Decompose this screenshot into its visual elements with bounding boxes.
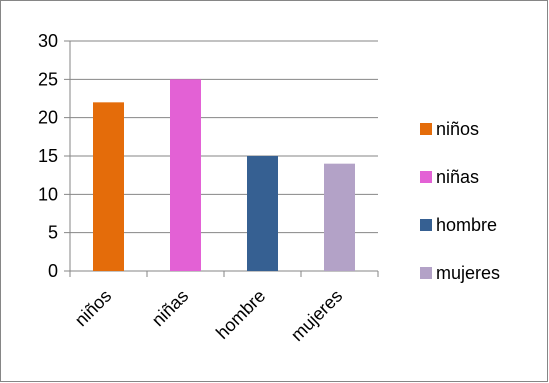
legend-swatch-2 [420, 219, 432, 231]
legend-label-3: mujeres [436, 263, 500, 283]
y-tick-label-15: 15 [38, 146, 58, 166]
legend-label-1: niñas [436, 167, 479, 187]
bar-3 [324, 163, 355, 271]
bar-0 [93, 102, 124, 271]
x-category-label-3: mujeres [287, 286, 346, 345]
y-tick-label-0: 0 [48, 261, 58, 281]
legend-swatch-0 [420, 123, 432, 135]
legend-swatch-3 [420, 267, 432, 279]
y-tick-label-30: 30 [38, 31, 58, 51]
y-tick-label-20: 20 [38, 108, 58, 128]
y-tick-label-5: 5 [48, 223, 58, 243]
legend-label-0: niños [436, 119, 479, 139]
x-axis-labels: niños niñas hombre mujeres [71, 286, 347, 345]
bar-1 [170, 79, 201, 271]
y-tick-label-25: 25 [38, 69, 58, 89]
legend-label-2: hombre [436, 215, 497, 235]
y-tick-label-10: 10 [38, 184, 58, 204]
x-category-label-0: niños [71, 286, 116, 331]
x-category-label-1: niñas [148, 286, 193, 331]
legend-swatch-1 [420, 171, 432, 183]
legend: niños niñas hombre mujeres [420, 119, 500, 283]
y-axis: 0 5 10 15 20 25 30 [38, 31, 379, 281]
bar-2 [247, 156, 278, 271]
bars [93, 79, 355, 271]
x-category-label-2: hombre [212, 286, 269, 343]
